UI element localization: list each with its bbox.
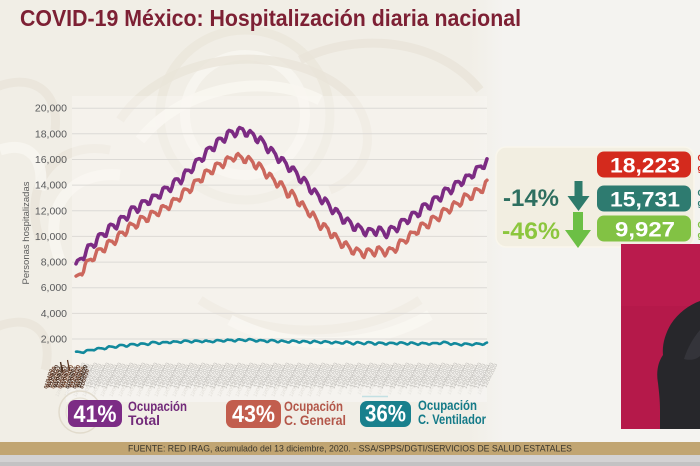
svg-text:Ca: Ca [698,153,700,163]
svg-text:43%: 43% [232,401,275,428]
svg-text:Ocupación: Ocupación [128,398,187,414]
svg-text:ge: ge [698,163,700,173]
svg-text:Ocupación: Ocupación [418,397,477,413]
svg-text:9,927: 9,927 [615,218,675,242]
svg-text:01/04/20: 01/04/20 [58,368,70,389]
svg-text:01/04/20: 01/04/20 [79,368,91,389]
svg-text:C. General: C. General [284,412,346,428]
svg-text:41%: 41% [74,401,117,428]
svg-text:C. Ventilador: C. Ventilador [418,411,486,427]
svg-text:-46%: -46% [502,218,560,245]
svg-text:ge: ge [698,198,700,208]
svg-text:Total: Total [128,412,160,428]
svg-text:2,000: 2,000 [41,334,67,346]
svg-text:Ca: Ca [698,220,700,230]
svg-text:-14%: -14% [503,185,559,212]
svg-text:COVID-19 México: Hospitalizaci: COVID-19 México: Hospitalización diaria … [20,5,521,31]
svg-text:ge: ge [698,230,700,240]
svg-text:16,000: 16,000 [35,154,67,166]
svg-text:6,000: 6,000 [41,282,67,294]
svg-text:FUENTE: RED IRAG, acumulado de: FUENTE: RED IRAG, acumulado del 13 dicie… [128,444,572,454]
svg-text:14,000: 14,000 [35,180,67,192]
svg-text:15,731: 15,731 [610,188,680,212]
svg-text:01/04/20: 01/04/20 [50,368,62,389]
svg-text:01/04/20: 01/04/20 [72,368,84,389]
svg-text:8,000: 8,000 [41,257,67,269]
svg-text:Ocupación: Ocupación [284,398,343,414]
svg-text:36%: 36% [365,401,406,428]
svg-text:18,223: 18,223 [610,154,680,178]
svg-text:01/04/20: 01/04/20 [65,368,77,389]
svg-text:18,000: 18,000 [35,128,67,140]
svg-text:4,000: 4,000 [41,308,67,320]
svg-text:01/04/20: 01/04/20 [43,368,55,389]
svg-text:20,000: 20,000 [35,103,67,115]
svg-text:10,000: 10,000 [35,231,67,243]
svg-text:12,000: 12,000 [35,205,67,217]
svg-text:Ca: Ca [698,188,700,198]
svg-text:Personas hospitalizadas: Personas hospitalizadas [21,181,32,284]
